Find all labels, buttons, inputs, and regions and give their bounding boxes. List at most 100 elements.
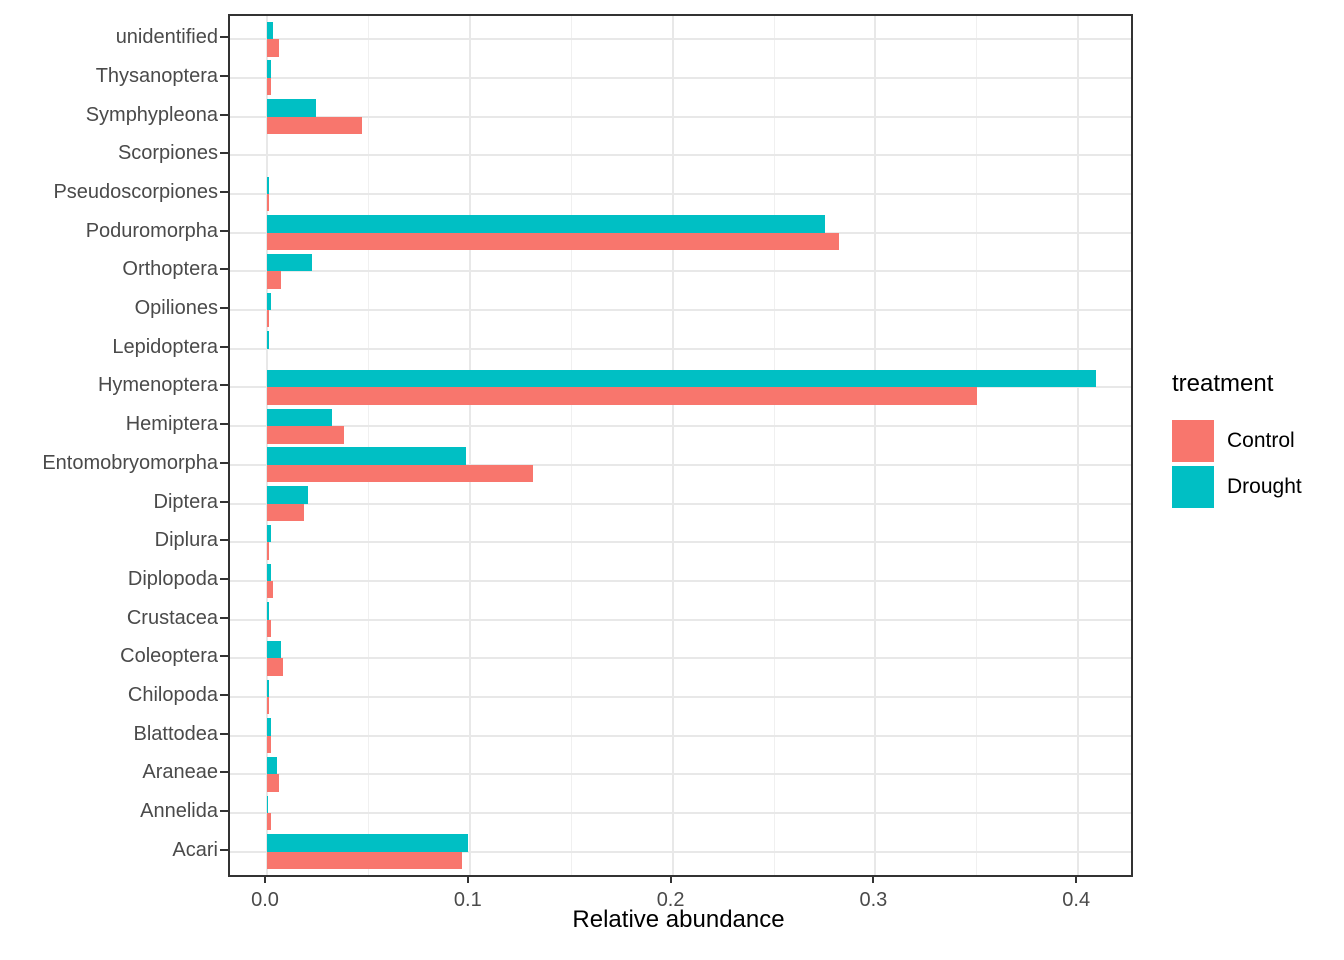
y-axis-tick [220, 229, 228, 232]
gridline-y-major [230, 618, 1131, 621]
gridline-x-minor [367, 16, 369, 875]
bar-drought [267, 176, 270, 194]
gridline-y-major [230, 309, 1131, 312]
y-axis-tick [220, 36, 228, 39]
gridline-y-major [230, 270, 1131, 273]
bar-drought [267, 253, 312, 272]
y-axis-tick [220, 539, 228, 542]
x-axis-tick [872, 875, 875, 883]
bar-control [267, 387, 977, 405]
y-axis-tick [220, 307, 228, 310]
legend-label-control: Control [1227, 429, 1295, 452]
bar-drought [267, 21, 274, 40]
gridline-y-major [230, 115, 1131, 118]
bar-drought [267, 486, 308, 504]
gridline-y-major [230, 154, 1131, 157]
bar-drought [267, 370, 1097, 388]
gridline-x-major [266, 16, 268, 875]
gridline-y-major [230, 347, 1131, 350]
bar-control [267, 580, 274, 599]
legend-entry-drought: Drought [1172, 464, 1302, 510]
gridline-x-minor [773, 16, 775, 875]
x-axis-tick-label: 0.2 [656, 889, 685, 911]
category-label: Entomobryomorpha [42, 451, 218, 474]
x-axis-tick [669, 875, 672, 883]
bar-control [267, 735, 272, 754]
gridline-x-major [671, 16, 674, 875]
legend-entry-control: Control [1172, 418, 1302, 464]
gridline-y-major [230, 541, 1131, 544]
gridline-y-major [230, 192, 1131, 195]
y-axis-tick [220, 616, 228, 619]
x-axis-tick-label: 0.0 [251, 889, 279, 911]
y-axis-tick [220, 152, 228, 155]
bar-drought [267, 640, 282, 659]
category-label: Diptera [153, 490, 218, 513]
category-label: Hemiptera [125, 413, 218, 436]
plot-panel [228, 14, 1133, 877]
category-label: Annelida [140, 800, 218, 823]
bar-control [267, 619, 272, 638]
y-axis-tick [220, 771, 228, 774]
bar-control [267, 426, 345, 444]
category-label: Symphypleona [85, 103, 218, 126]
legend-label-drought: Drought [1227, 475, 1302, 498]
legend-swatch-drought [1172, 466, 1214, 508]
bar-control [267, 503, 304, 521]
y-axis-tick [220, 345, 228, 348]
category-label: Diplopoda [127, 567, 218, 590]
category-label: Blattodea [133, 722, 218, 745]
gridline-x-minor [976, 16, 978, 875]
bar-control [267, 116, 363, 134]
y-axis-tick [220, 74, 228, 77]
gridline-y-major [230, 76, 1131, 79]
gridline-y-major [230, 657, 1131, 660]
category-label: Orthoptera [122, 258, 218, 281]
x-axis-title: Relative abundance [572, 906, 785, 933]
x-axis-tick [466, 875, 469, 883]
category-label: Hymenoptera [97, 374, 218, 397]
bar-drought [267, 99, 316, 117]
y-axis-tick [220, 461, 228, 464]
bar-drought [267, 679, 270, 697]
bar-control [267, 813, 272, 831]
x-axis-tick-label: 0.1 [453, 889, 482, 911]
bar-control [267, 39, 280, 57]
bar-drought [267, 408, 332, 427]
y-axis-tick [220, 732, 228, 735]
y-axis-tick [220, 423, 228, 426]
bar-drought [267, 563, 272, 581]
bar-drought [267, 524, 272, 543]
bar-control [267, 697, 270, 715]
gridline-y-major [230, 463, 1131, 466]
x-axis-tick [1075, 875, 1078, 883]
category-label: Araneae [142, 761, 218, 784]
bar-drought [267, 60, 272, 78]
category-label: Diplura [154, 529, 218, 552]
legend-swatch-control [1172, 420, 1214, 462]
category-label: Poduromorpha [85, 219, 218, 242]
y-axis-tick [220, 268, 228, 271]
bar-control [267, 232, 839, 251]
gridline-y-major [230, 773, 1131, 776]
x-axis-tick-label: 0.3 [859, 889, 888, 911]
y-axis-tick [220, 190, 228, 193]
category-label: Lepidoptera [112, 335, 218, 358]
category-label: Acari [172, 838, 218, 861]
y-axis-tick [220, 694, 228, 696]
bar-control [267, 658, 284, 676]
legend: treatment Control Drought [1172, 370, 1302, 510]
bar-drought [267, 331, 269, 349]
bar-drought [267, 447, 466, 465]
gridline-y-major [230, 850, 1131, 853]
bar-drought [267, 292, 272, 311]
y-axis-tick [220, 655, 228, 658]
bar-drought [267, 795, 268, 814]
y-axis-tick [220, 113, 228, 116]
gridline-y-major [230, 696, 1131, 698]
bar-control [267, 851, 462, 870]
legend-title: treatment [1172, 370, 1274, 397]
x-axis-tick-label: 0.4 [1062, 889, 1091, 911]
x-axis-tick [264, 875, 266, 883]
